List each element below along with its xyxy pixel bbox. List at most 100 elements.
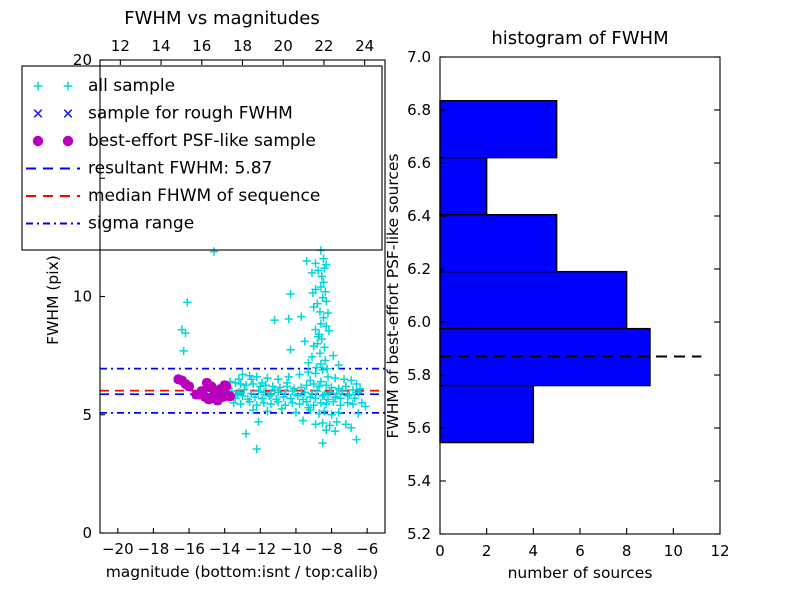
legend-circle-icon (32, 135, 44, 147)
scatter-point-plus (241, 429, 251, 438)
tick-label: 20 (274, 37, 293, 55)
scatter-point-plus (341, 382, 351, 391)
tick-label: −10 (280, 540, 312, 558)
scatter-point-plus (302, 256, 311, 266)
tick-label: 6.8 (407, 101, 431, 119)
scatter-point-plus (334, 408, 343, 417)
tick-label: −14 (209, 540, 241, 558)
scatter-point-plus (323, 395, 333, 404)
scatter-point-plus (315, 307, 325, 317)
scatter-point-plus (318, 391, 327, 401)
scatter-point-plus (209, 247, 219, 256)
scatter-point-plus (343, 398, 352, 408)
scatter-point-plus (279, 392, 288, 402)
scatter-point-plus (354, 409, 363, 418)
scatter-point-plus (275, 383, 285, 392)
scatter-point-plus (324, 326, 334, 335)
scatter-point-plus (259, 388, 269, 397)
scatter-point-plus (297, 383, 306, 392)
scatter-point-circle (221, 381, 232, 392)
histogram-bar (439, 327, 651, 387)
scatter-point-plus (270, 385, 279, 395)
scatter-point-plus (302, 380, 311, 390)
scatter-point-plus (354, 388, 363, 397)
tick-label: 6.2 (407, 260, 431, 278)
scatter-point-plus (298, 416, 308, 425)
scatter-point-plus (309, 341, 318, 351)
scatter-yaxis-label: FWHM (pix) (44, 255, 62, 345)
scatter-point-plus (270, 315, 279, 325)
scatter-y-axis-ticks: 0 5 10 20 (73, 51, 105, 542)
scatter-point-plus (307, 352, 317, 362)
tick-label: 5.2 (407, 525, 431, 543)
legend-frame (21, 65, 383, 251)
tick-label: 20 (73, 51, 92, 69)
scatter-point-plus (311, 393, 320, 403)
tick-label: −18 (138, 540, 170, 558)
scatter-point-plus (241, 380, 251, 390)
histogram-bar (439, 213, 558, 273)
scatter-point-plus (345, 390, 354, 399)
legend-plus-icon (33, 81, 43, 91)
scatter-point-plus (318, 418, 327, 428)
scatter-point-plus (229, 398, 238, 408)
scatter-axes-area (100, 60, 385, 533)
histogram-panel: histogram of FWHM 0 2 4 6 8 10 12 5.2 5.4 5.6 5.8… (384, 28, 730, 582)
legend-entries: all sample sample for rough FWHM best-effo… (26, 76, 320, 234)
histogram-bars (439, 100, 651, 444)
scatter-point-plus (307, 268, 317, 278)
scatter-point-plus (252, 444, 261, 454)
scatter-point-plus (282, 378, 292, 388)
scatter-point-plus (273, 397, 283, 406)
scatter-point-plus (314, 266, 323, 275)
scatter-point-plus (291, 408, 301, 417)
scatter-point-plus (240, 385, 249, 395)
scatter-point-plus (302, 397, 311, 406)
scatter-point-plus (263, 373, 272, 383)
tick-label: 8 (622, 542, 632, 560)
scatter-point-plus (316, 398, 326, 408)
scatter-point-plus (263, 407, 272, 416)
legend-entry-label: resultant FWHM: 5.87 (88, 159, 272, 179)
scatter-point-plus (314, 382, 324, 391)
legend-entry-label: all sample (88, 76, 175, 96)
scatter-point-plus (339, 375, 349, 384)
tick-label: −8 (321, 540, 343, 558)
scatter-point-plus (238, 370, 247, 379)
tick-label: 0 (82, 524, 92, 542)
scatter-point-plus (316, 377, 326, 386)
histogram-yaxis-label: FWHM of best-effort PSF-like sources (384, 153, 402, 438)
scatter-point-plus (254, 417, 263, 427)
scatter-point-plus (234, 375, 244, 384)
histogram-bar (439, 270, 628, 330)
scatter-point-plus (266, 390, 276, 399)
scatter-point-plus (309, 302, 318, 312)
scatter-point-plus (325, 388, 334, 397)
scatter-point-plus (322, 297, 331, 306)
tick-label: 2 (482, 542, 492, 560)
scatter-point-plus (288, 398, 297, 408)
tick-label: 6.4 (407, 207, 431, 225)
scatter-point-plus (320, 390, 329, 399)
scatter-point-plus (329, 397, 338, 406)
scatter-point-plus (295, 399, 304, 409)
scatter-point-plus (322, 380, 331, 390)
legend-circle-icon (62, 135, 74, 147)
scatter-point-plus (236, 379, 245, 389)
scatter-point-plus (323, 308, 333, 318)
legend-entry-label: sigma range (88, 214, 194, 234)
legend-plus-icon (63, 81, 73, 91)
scatter-point-plus (322, 364, 332, 373)
scatter-point-plus (277, 404, 286, 414)
tick-label: 0 (435, 542, 445, 560)
tick-label: 7.0 (407, 48, 431, 66)
legend-cross-icon (63, 109, 73, 118)
histogram-title: histogram of FWHM (491, 28, 668, 49)
scatter-point-plus (316, 319, 326, 328)
scatter-point-plus (257, 378, 267, 388)
histogram-bar (439, 100, 558, 159)
scatter-point-plus (179, 346, 188, 356)
scatter-point-plus (309, 401, 318, 410)
scatter-axes-frame (99, 59, 386, 534)
